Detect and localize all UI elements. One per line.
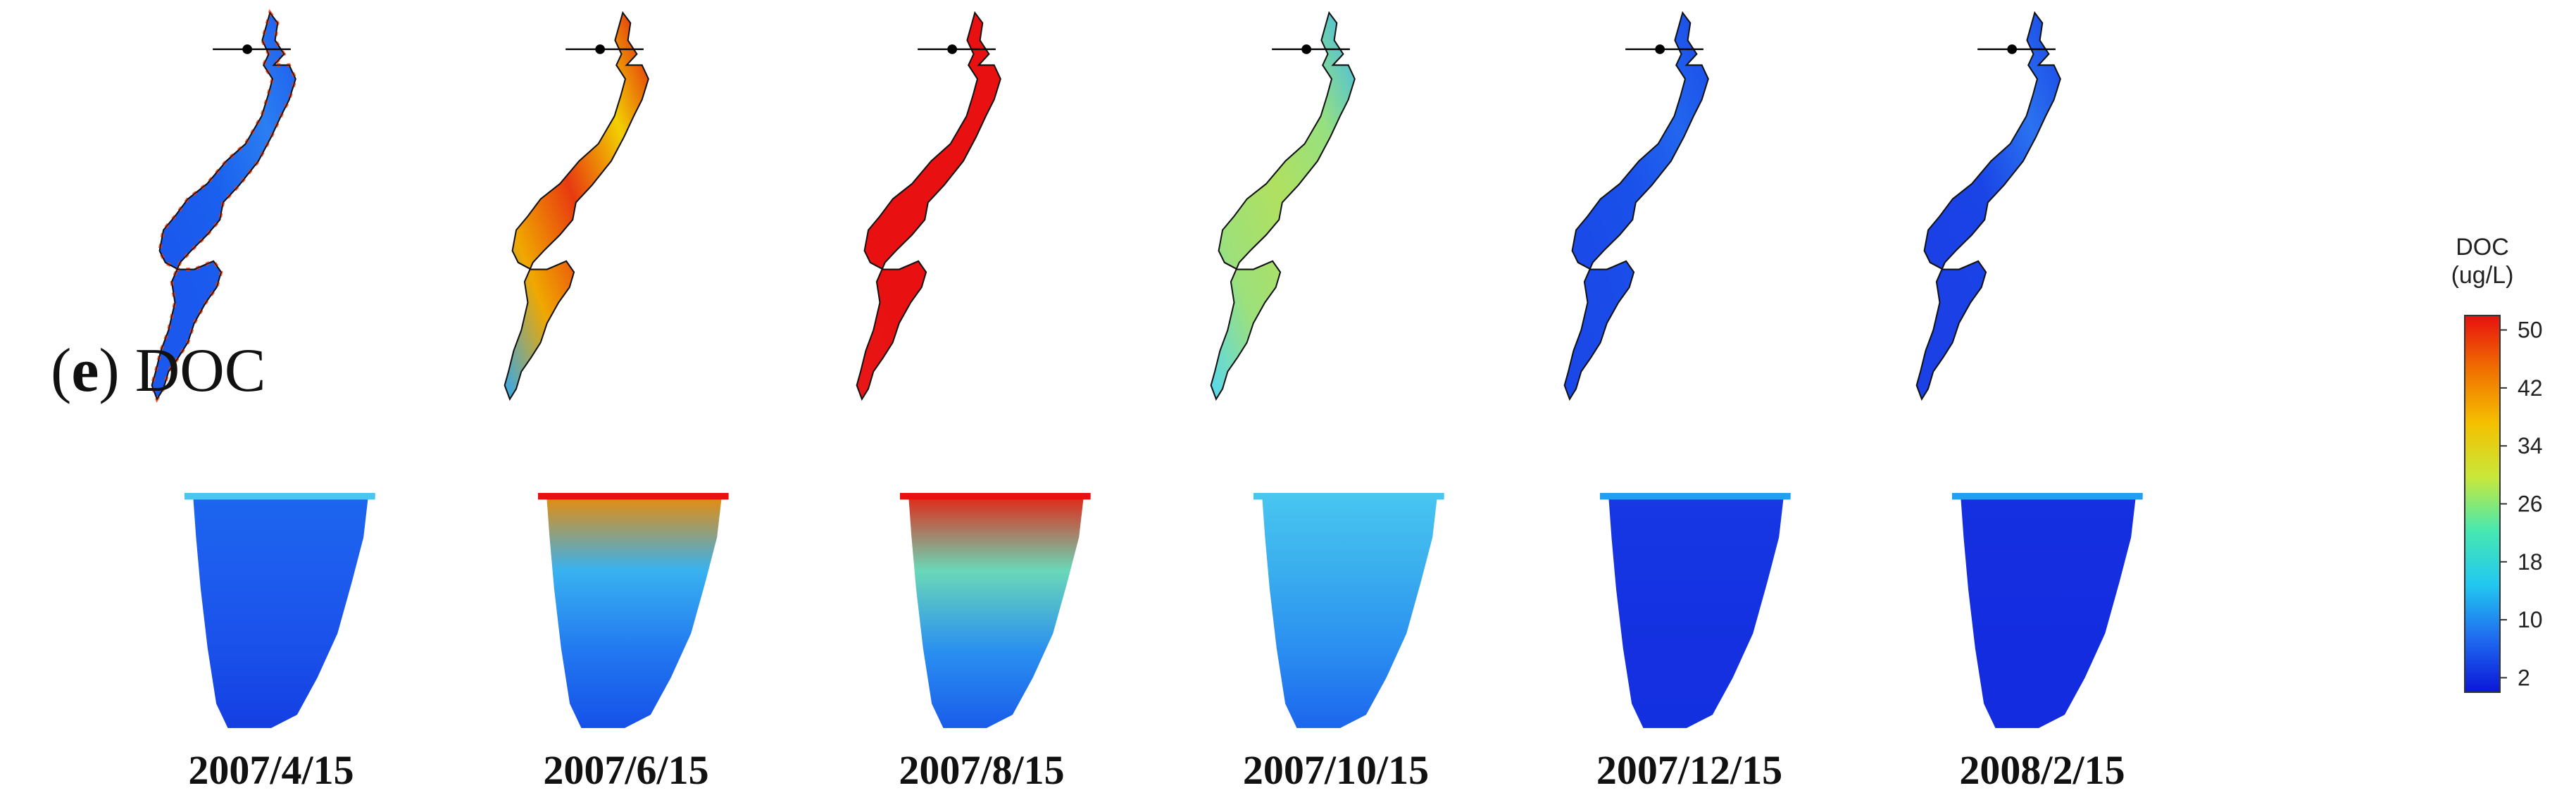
colorbar-tick-label: 2 (2518, 665, 2530, 690)
station-marker (595, 44, 606, 54)
section-body (900, 493, 1091, 728)
date-label: 2008/2/15 (1959, 747, 2125, 793)
surface-layer (1253, 493, 1444, 500)
lake-map (1563, 11, 1709, 401)
colorbar-title: DOC (2456, 234, 2509, 261)
cross-section (900, 493, 1091, 728)
section-body (1600, 493, 1791, 728)
station-marker (1655, 44, 1665, 54)
panel-variable: DOC (135, 337, 266, 405)
colorbar-tick-label: 18 (2518, 549, 2543, 575)
surface-layer (900, 493, 1091, 500)
colorbar-tick-label: 10 (2518, 607, 2543, 632)
station-marker (947, 44, 958, 54)
cross-section (1952, 493, 2143, 728)
cross-section (1253, 493, 1444, 728)
station-marker (2007, 44, 2018, 54)
section-body (1952, 493, 2143, 728)
surface-layer (538, 493, 729, 500)
date-label: 2007/4/15 (188, 747, 354, 793)
lake-surface (1210, 11, 1356, 401)
colorbar-tick-label: 26 (2518, 492, 2543, 517)
colorbar-unit: (ug/L) (2451, 262, 2514, 289)
surface-layer (185, 493, 375, 500)
station-marker (1301, 44, 1312, 54)
station-marker (242, 44, 253, 54)
colorbar-tick-label: 42 (2518, 375, 2543, 401)
colorbar: DOC (ug/L) 2 10 18 26 34 42 50 (2451, 234, 2543, 693)
lake-map (856, 11, 1001, 401)
lake-surface (504, 11, 649, 401)
panel-letter: e (71, 337, 99, 405)
lake-map (150, 8, 298, 404)
date-label: 2007/8/15 (899, 747, 1065, 793)
date-label: 2007/10/15 (1242, 747, 1430, 793)
vertical-sections (185, 493, 2143, 728)
cross-section (538, 493, 729, 728)
panel-label: (e) DOC (51, 337, 266, 405)
lake-surface (856, 11, 1001, 401)
date-label: 2007/6/15 (543, 747, 709, 793)
surface-layer (1600, 493, 1791, 500)
lake-map (504, 11, 649, 401)
colorbar-gradient (2464, 315, 2501, 693)
date-label: 2007/12/15 (1596, 747, 1783, 793)
section-body (185, 493, 375, 728)
section-body (538, 493, 729, 728)
lake-maps (150, 8, 2061, 404)
colorbar-tick-label: 34 (2518, 433, 2543, 458)
lake-map (1915, 11, 2061, 401)
lake-surface (1563, 11, 1709, 401)
section-body (1253, 493, 1444, 728)
lake-surface (1915, 11, 2061, 401)
surface-layer (1952, 493, 2143, 500)
lake-map (1210, 11, 1356, 401)
colorbar-tick-label: 50 (2518, 318, 2543, 343)
cross-section (185, 493, 375, 728)
cross-section (1600, 493, 1791, 728)
